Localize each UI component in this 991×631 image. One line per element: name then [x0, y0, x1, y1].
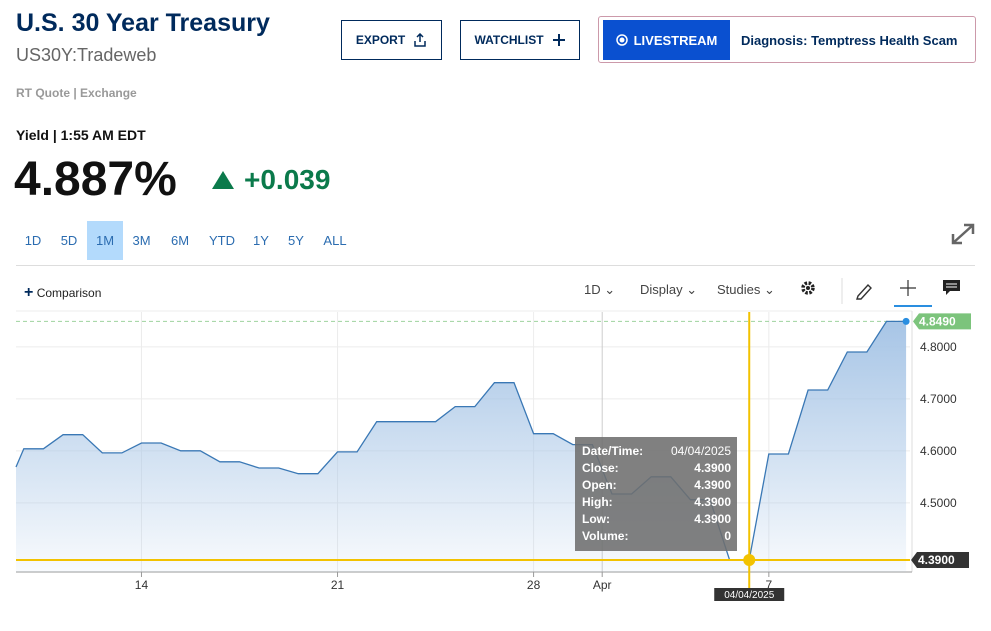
last-point: [902, 317, 910, 325]
y-tick-label: 4.5000: [920, 496, 957, 510]
tooltip: Date/Time: 04/04/2025 Close: 4.3900 Open: 4.3…: [575, 437, 737, 551]
crosshair-label: 4.3900: [918, 553, 955, 567]
comment-icon[interactable]: [942, 279, 962, 297]
livestream-button[interactable]: LIVESTREAM: [603, 20, 730, 60]
tooltip-value: 4.3900: [694, 478, 731, 492]
quote-label: Yield | 1:55 AM EDT: [16, 127, 146, 143]
crosshair-tag: [911, 552, 969, 569]
range-tab[interactable]: YTD: [209, 233, 235, 248]
date-tag: [714, 588, 785, 601]
quote-source: RT Quote | Exchange: [16, 86, 137, 100]
comparison-label: Comparison: [36, 286, 102, 300]
livestream-box[interactable]: [598, 16, 976, 63]
display-label: Display: [640, 282, 683, 297]
tooltip-key: Low:: [582, 512, 610, 526]
x-tick-label: 14: [135, 578, 149, 592]
range-tab[interactable]: 1M: [87, 221, 123, 260]
range-tab[interactable]: 5Y: [288, 233, 304, 248]
active-underline: [894, 305, 932, 307]
studies-label: Studies: [717, 282, 761, 297]
range-tab[interactable]: 1D: [24, 233, 42, 248]
range-tab[interactable]: ALL: [323, 233, 347, 248]
export-button[interactable]: EXPORT: [341, 20, 442, 60]
range-tab[interactable]: 5D: [60, 233, 78, 248]
livestream-label: LIVESTREAM: [633, 32, 718, 48]
tooltip-value: 4.3900: [694, 495, 731, 509]
interval-label: 1D: [584, 282, 601, 297]
symbol: US30Y:Tradeweb: [16, 45, 157, 65]
studies[interactable]: Studies ⌄: [717, 282, 775, 297]
tooltip-key: Volume:: [582, 529, 628, 543]
gear-icon[interactable]: [801, 281, 815, 295]
range-tab[interactable]: 1Y: [253, 233, 269, 248]
up-arrow: [212, 171, 234, 189]
plus-icon: [552, 34, 565, 46]
price: 4.887%: [14, 153, 177, 206]
range-tab[interactable]: 6M: [170, 233, 190, 248]
watchlist-label: WATCHLIST: [474, 33, 544, 47]
y-tick-label: 4.7000: [920, 392, 957, 406]
change: +0.039: [244, 164, 331, 195]
expand-icon[interactable]: [950, 222, 976, 246]
y-tick-label: 4.6000: [920, 444, 957, 458]
separator: [16, 265, 975, 266]
x-tick-label: 7: [765, 578, 772, 592]
export-label: EXPORT: [355, 33, 406, 47]
tooltip-key: Open:: [582, 478, 617, 492]
display[interactable]: Display ⌄: [640, 282, 698, 297]
area-fill: [16, 321, 907, 572]
watchlist-button[interactable]: WATCHLIST: [460, 20, 580, 60]
crosshair-icon[interactable]: [900, 280, 916, 296]
date-label: 04/04/2025: [724, 590, 774, 601]
interval[interactable]: 1D ⌄: [584, 282, 616, 297]
title: U.S. 30 Year Treasury: [16, 9, 270, 37]
plus: +: [24, 284, 34, 301]
price-line: [15, 320, 907, 561]
x-tick-label: 28: [527, 578, 541, 592]
live-icon: [615, 34, 628, 46]
x-tick-label: 21: [331, 578, 345, 592]
headline[interactable]: Diagnosis: Temptress Health Scam: [741, 33, 958, 48]
crosshair-dot: [743, 554, 756, 567]
tooltip-box: [575, 437, 737, 551]
pencil-icon[interactable]: [856, 283, 872, 300]
last-tag: [913, 313, 971, 330]
tooltip-value: 4.3900: [694, 512, 731, 526]
y-tick-label: 4.8000: [920, 340, 957, 354]
comparison[interactable]: + Comparison: [24, 284, 101, 302]
x-tick-label: Apr: [593, 578, 612, 592]
last-label: 4.8490: [919, 314, 956, 328]
tooltip-key: Close:: [582, 461, 619, 475]
tooltip-key: Date/Time:: [582, 444, 643, 458]
range-tab[interactable]: 3M: [132, 233, 151, 248]
tooltip-value: 4.3900: [694, 461, 731, 475]
tooltip-key: High:: [582, 495, 613, 509]
tooltip-value: 04/04/2025: [671, 444, 731, 458]
export-icon: [414, 33, 426, 47]
tooltip-value: 0: [724, 529, 731, 543]
tool-icons: [801, 278, 932, 307]
